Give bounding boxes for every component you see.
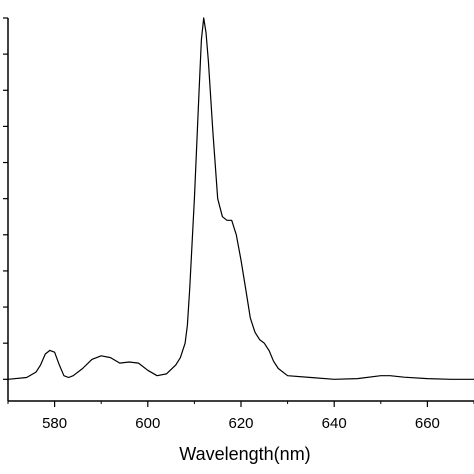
- x-axis-ticks: [7, 401, 474, 407]
- x-tick-label: 640: [322, 415, 347, 432]
- plot-area: [7, 17, 474, 402]
- x-tick-label: 580: [42, 415, 67, 432]
- x-axis-tick-labels: 580 600 620 640 660: [42, 415, 440, 432]
- y-axis-ticks: [3, 17, 8, 380]
- x-tick-label: 600: [135, 415, 160, 432]
- x-tick-label: 660: [415, 415, 440, 432]
- spectrum-line: [7, 17, 474, 380]
- x-axis-title: Wavelength(nm): [179, 444, 310, 464]
- x-tick-label: 620: [228, 415, 253, 432]
